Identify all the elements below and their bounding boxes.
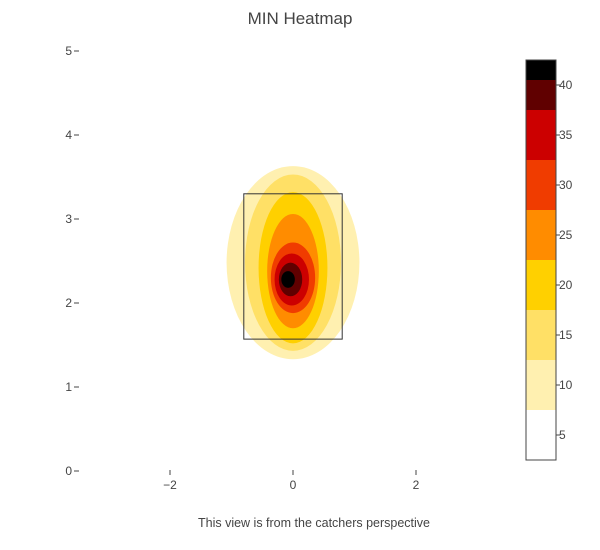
y-tick-label: 1 — [65, 380, 72, 394]
y-tick-label: 2 — [65, 296, 72, 310]
colorbar-tick-label: 20 — [559, 278, 573, 292]
colorbar-band — [526, 260, 556, 310]
y-tick-label: 0 — [65, 464, 72, 478]
strike-zone — [243, 193, 343, 340]
colorbar-tick-label: 10 — [559, 378, 573, 392]
x-axis: −2 0 2 — [163, 470, 420, 492]
y-tick-label: 4 — [65, 128, 72, 142]
colorbar-tick-label: 35 — [559, 128, 573, 142]
colorbar-band — [526, 310, 556, 360]
y-tick-label: 3 — [65, 212, 72, 226]
colorbar-tick-label: 40 — [559, 78, 573, 92]
colorbar-outline — [525, 59, 557, 461]
colorbar: 5 10 15 20 25 30 35 40 — [525, 59, 573, 461]
colorbar-band — [526, 410, 556, 460]
chart-title: MIN Heatmap — [248, 9, 353, 28]
colorbar-band — [526, 110, 556, 160]
colorbar-band — [526, 210, 556, 260]
colorbar-tick-label: 25 — [559, 228, 573, 242]
x-tick-label: 2 — [413, 478, 420, 492]
plot-area — [226, 166, 360, 360]
contour-level-40 — [281, 271, 295, 288]
colorbar-band — [526, 60, 556, 80]
colorbar-band — [526, 160, 556, 210]
colorbar-tick-label: 30 — [559, 178, 573, 192]
colorbar-tick-label: 15 — [559, 328, 573, 342]
x-axis-caption: This view is from the catchers perspecti… — [198, 516, 430, 530]
y-tick-label: 5 — [65, 44, 72, 58]
x-tick-label: 0 — [290, 478, 297, 492]
colorbar-band — [526, 360, 556, 410]
y-axis: 0 1 2 3 4 5 — [65, 44, 79, 478]
colorbar-tick-label: 5 — [559, 428, 566, 442]
x-tick-label: −2 — [163, 478, 177, 492]
